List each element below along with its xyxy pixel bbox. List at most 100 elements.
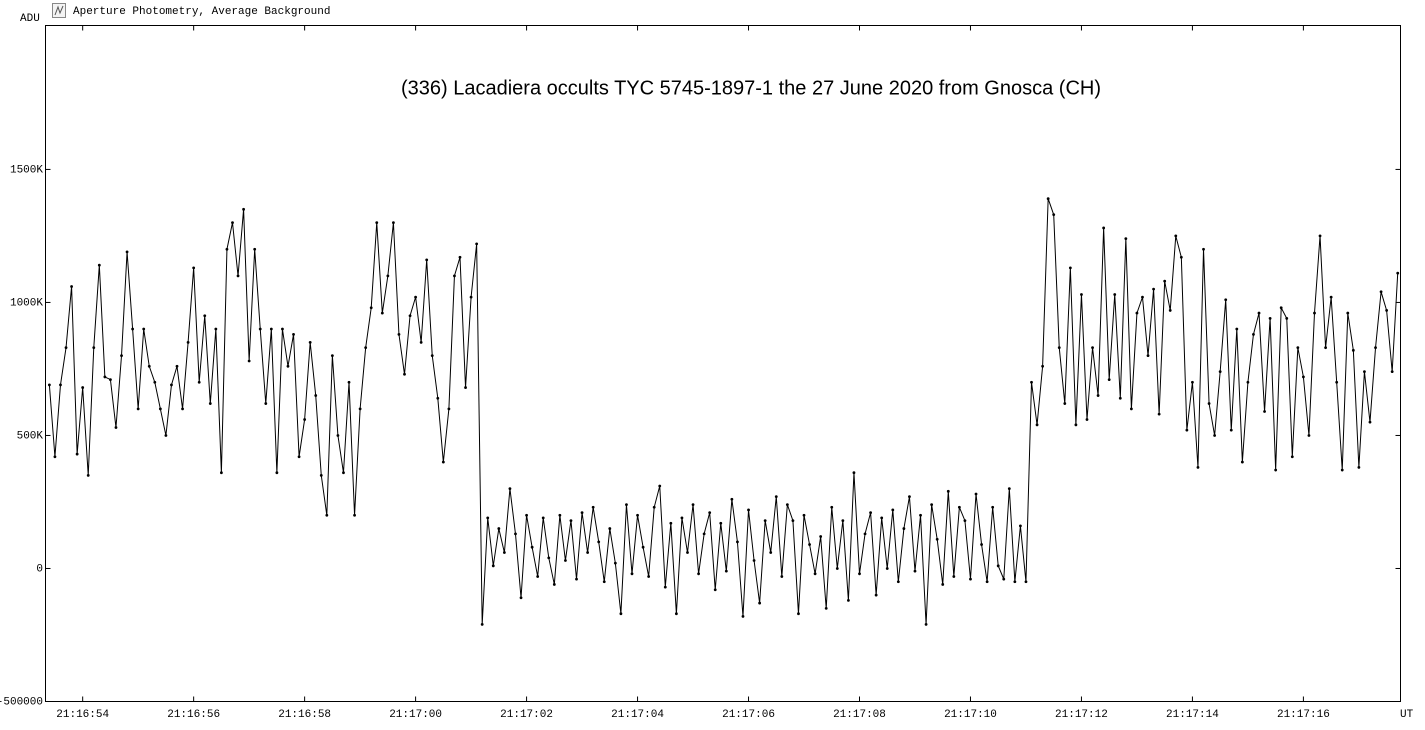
data-point (1085, 418, 1089, 421)
data-point (308, 340, 312, 344)
data-point (1268, 317, 1272, 320)
data-point (81, 386, 85, 389)
data-point (114, 426, 118, 429)
data-point (458, 255, 462, 259)
data-point (1235, 327, 1239, 331)
data-point (625, 503, 628, 507)
data-point (930, 503, 934, 507)
data-point (425, 258, 429, 262)
data-point (491, 564, 495, 568)
data-point (1030, 380, 1033, 384)
x-tick-label: 21:16:56 (167, 709, 220, 721)
data-point (1096, 394, 1100, 397)
data-point (880, 516, 884, 520)
data-point (808, 543, 811, 546)
data-point (208, 402, 212, 405)
data-point (858, 572, 861, 576)
data-point (325, 513, 329, 517)
data-point (342, 471, 345, 475)
data-point (602, 580, 606, 584)
data-point (136, 407, 140, 411)
data-point (97, 263, 101, 267)
data-point (275, 471, 279, 475)
data-point (558, 513, 562, 517)
data-point (663, 585, 667, 589)
x-tick-label: 21:16:54 (56, 709, 109, 721)
data-point (314, 394, 318, 397)
data-point (1168, 309, 1172, 312)
data-point (613, 561, 617, 565)
data-point (1324, 346, 1327, 350)
data-point (785, 503, 789, 507)
data-point (758, 601, 762, 605)
data-point (608, 527, 612, 530)
data-point (70, 285, 73, 288)
data-point (530, 545, 534, 549)
data-point (453, 274, 456, 278)
data-point (358, 407, 362, 411)
data-point (231, 221, 234, 225)
data-point (75, 452, 79, 456)
data-point (1068, 266, 1072, 270)
data-point (219, 471, 223, 475)
data-point (996, 564, 1000, 568)
data-point (575, 577, 578, 581)
data-point (1057, 346, 1061, 350)
plot-frame (45, 25, 1401, 702)
data-point (47, 383, 51, 387)
data-point (408, 314, 412, 318)
data-point (830, 505, 834, 509)
y-axis-label: ADU (20, 13, 40, 25)
data-point (475, 242, 479, 246)
data-point (59, 383, 62, 387)
data-point (1207, 402, 1211, 405)
data-point (258, 327, 262, 331)
data-point (946, 489, 950, 493)
data-point (819, 535, 823, 538)
data-point (957, 505, 961, 509)
data-point (269, 327, 273, 331)
data-point (597, 540, 601, 544)
data-point (1046, 197, 1050, 201)
data-point (264, 402, 268, 405)
x-tick-label: 21:16:58 (278, 709, 331, 721)
data-point (419, 340, 423, 344)
y-tick-label: 0 (36, 563, 43, 575)
data-point (547, 556, 551, 560)
data-point (158, 407, 162, 411)
data-point (674, 612, 678, 616)
data-point (841, 519, 845, 522)
data-point (780, 575, 784, 578)
data-point (286, 364, 290, 368)
data-point (1285, 317, 1289, 320)
data-point (125, 250, 129, 254)
data-point (86, 473, 90, 477)
data-point (1318, 234, 1322, 238)
data-point (375, 221, 379, 225)
data-point (181, 407, 184, 411)
data-point (874, 593, 878, 597)
data-point (1141, 295, 1144, 299)
data-point (236, 274, 240, 278)
data-point (1252, 332, 1255, 336)
data-point (1351, 348, 1355, 352)
data-point (719, 521, 723, 525)
data-point (203, 314, 207, 318)
data-point (835, 567, 839, 570)
data-point (397, 332, 401, 336)
data-point (392, 221, 395, 225)
data-point (763, 519, 767, 522)
window-icon[interactable] (52, 3, 66, 18)
data-point (247, 359, 251, 363)
data-point (1368, 420, 1372, 424)
data-point (908, 495, 911, 499)
data-point (902, 527, 906, 530)
data-point (969, 577, 972, 581)
y-tick-label: -500000 (0, 696, 43, 708)
data-point (591, 505, 595, 509)
data-point (1263, 410, 1266, 413)
data-point (885, 567, 889, 570)
data-point (724, 569, 728, 573)
data-point (109, 378, 112, 381)
